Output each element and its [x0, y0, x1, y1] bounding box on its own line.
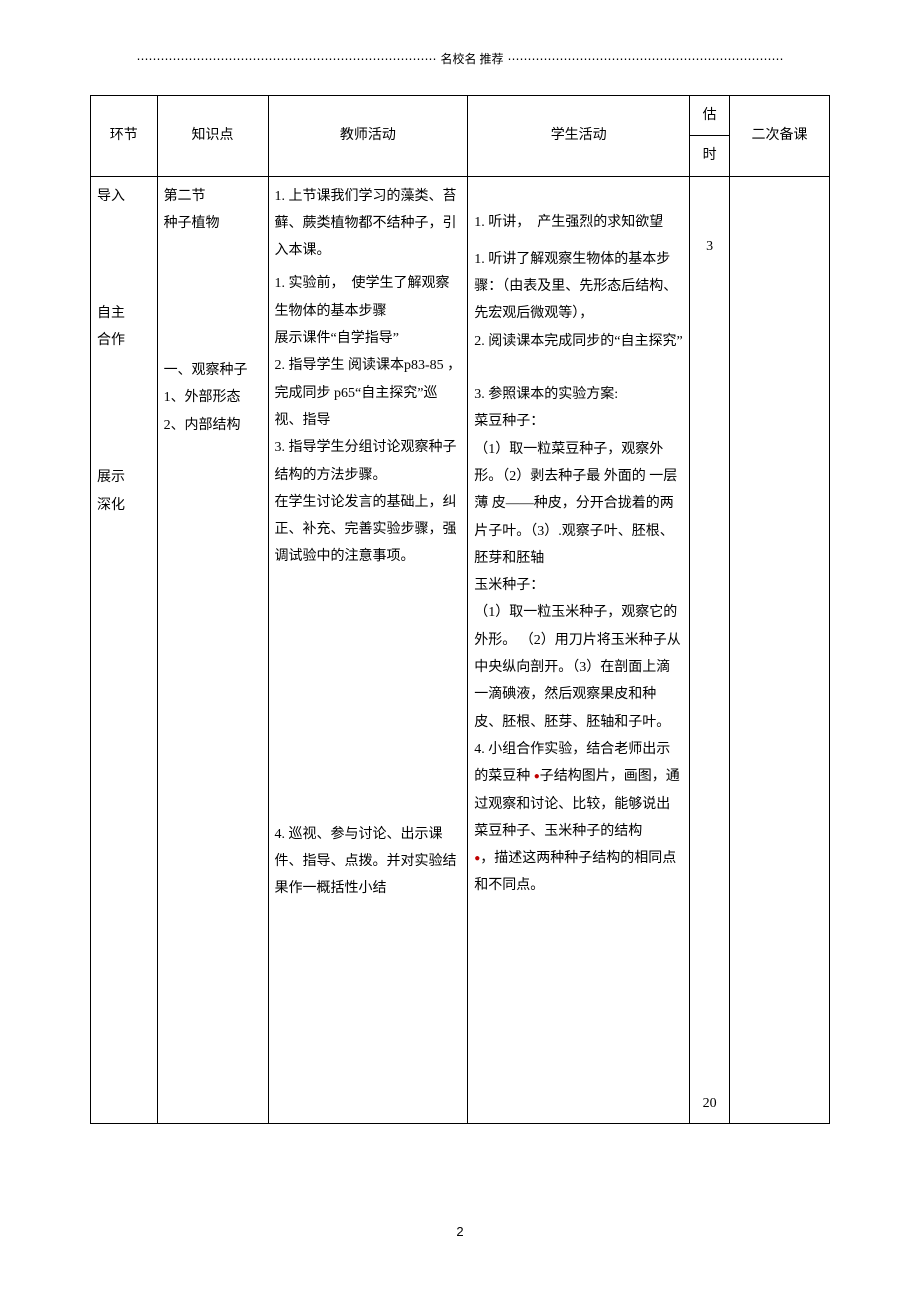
th-teacher: 教师活动 [268, 96, 468, 177]
spacer [164, 237, 262, 357]
page-container: ⋯⋯⋯⋯⋯⋯⋯⋯⋯⋯⋯⋯⋯⋯⋯⋯⋯⋯⋯⋯⋯⋯⋯⋯⋯名校名 推荐⋯⋯⋯⋯⋯⋯⋯⋯⋯… [0, 0, 920, 1279]
student-c4: （1）取一粒玉米种子，观察它的外形。 （2）用刀片将玉米种子从中央纵向剖开。（3… [474, 599, 683, 735]
cell-point: 第二节 种子植物 一、观察种子 1、外部形态 2、内部结构 [157, 176, 268, 1124]
point-internal: 2、内部结构 [164, 412, 262, 439]
spacer [474, 236, 683, 246]
spacer [275, 571, 462, 821]
teacher-d: 4. 巡视、参与讨论、出示课件、指导、点拨。并对实验结果作一概括性小结 [275, 821, 462, 903]
th-time-b: 时 [690, 136, 730, 176]
student-c0: 3. 参照课本的实验方案: [474, 381, 683, 408]
point-section: 第二节 [164, 183, 262, 210]
point-external: 1、外部形态 [164, 384, 262, 411]
student-d1-wrap: 4. 小组合作实验，结合老师出示的菜豆种 ●子结构图片，画图，通过观察和讨论、比… [474, 736, 683, 845]
table-body-row: 导入 自主 合作 展示 深化 第二节 种子植物 一、观察种子 1、外部形态 2、… [91, 176, 830, 1124]
teacher-b2: 展示课件“自学指导” [275, 325, 462, 352]
segment-show-2: 深化 [97, 492, 151, 519]
spacer [696, 183, 723, 233]
cell-note [730, 176, 830, 1124]
student-c3: 玉米种子： [474, 572, 683, 599]
teacher-c2: 在学生讨论发言的基础上，纠正、补充、完善实验步骤，强调试验中的注意事项。 [275, 489, 462, 571]
spacer [97, 354, 151, 464]
page-number: 2 [90, 1224, 830, 1239]
th-student: 学生活动 [468, 96, 690, 177]
student-a: 1. 听讲， 产生强烈的求知欲望 [474, 209, 683, 236]
student-d2b: ，描述这两种种子结构的相同点和不同点。 [474, 851, 676, 893]
student-b1: 1. 听讲了解观察生物体的基本步骤：（由表及里、先形态后结构、先宏观后微观等）， [474, 246, 683, 328]
student-d2-wrap: ●，描述这两种种子结构的相同点和不同点。 [474, 845, 683, 900]
student-c2: （1）取一粒菜豆种子，观察外形。（2）剥去种子最 外面的 一层薄 皮——种皮，分… [474, 436, 683, 572]
cell-time: 3 20 [690, 176, 730, 1124]
spacer [474, 183, 683, 209]
lesson-plan-table: 环节 知识点 教师活动 学生活动 估 二次备课 时 导入 自主 合作 展示 [90, 95, 830, 1124]
teacher-b3: 2. 指导学生 阅读课本p83-85 ，完成同步 p65“自主探究”巡视、指导 [275, 352, 462, 434]
teacher-c1: 3. 指导学生分组讨论观察种子结构的方法步骤。 [275, 434, 462, 489]
table-header-row: 环节 知识点 教师活动 学生活动 估 二次备课 [91, 96, 830, 136]
spacer [696, 260, 723, 1090]
teacher-intro: 1. 上节课我们学习的藻类、苔藓、蕨类植物都不结种子，引入本课。 [275, 183, 462, 265]
point-observe: 一、观察种子 [164, 357, 262, 384]
spacer [474, 355, 683, 381]
cell-segment: 导入 自主 合作 展示 深化 [91, 176, 158, 1124]
teacher-b1: 1. 实验前， 使学生了解观察生物体的基本步骤 [275, 270, 462, 325]
header-label: 名校名 推荐 [436, 52, 507, 66]
spacer [97, 210, 151, 300]
time-a: 3 [696, 233, 723, 260]
segment-show-1: 展示 [97, 464, 151, 491]
spacer [275, 903, 462, 1003]
segment-intro: 导入 [97, 183, 151, 210]
th-point: 知识点 [157, 96, 268, 177]
header-decoration: ⋯⋯⋯⋯⋯⋯⋯⋯⋯⋯⋯⋯⋯⋯⋯⋯⋯⋯⋯⋯⋯⋯⋯⋯⋯名校名 推荐⋯⋯⋯⋯⋯⋯⋯⋯⋯… [90, 50, 830, 67]
student-c1: 菜豆种子： [474, 408, 683, 435]
time-d: 20 [696, 1090, 723, 1117]
header-dots-left: ⋯⋯⋯⋯⋯⋯⋯⋯⋯⋯⋯⋯⋯⋯⋯⋯⋯⋯⋯⋯⋯⋯⋯⋯⋯ [136, 52, 436, 66]
segment-self-1: 自主 [97, 300, 151, 327]
th-segment: 环节 [91, 96, 158, 177]
header-dots-right: ⋯⋯⋯⋯⋯⋯⋯⋯⋯⋯⋯⋯⋯⋯⋯⋯⋯⋯⋯⋯⋯⋯⋯ [508, 52, 784, 66]
cell-student: 1. 听讲， 产生强烈的求知欲望 1. 听讲了解观察生物体的基本步骤：（由表及里… [468, 176, 690, 1124]
point-title: 种子植物 [164, 210, 262, 237]
cell-teacher: 1. 上节课我们学习的藻类、苔藓、蕨类植物都不结种子，引入本课。 1. 实验前，… [268, 176, 468, 1124]
th-note: 二次备课 [730, 96, 830, 177]
th-time-a: 估 [690, 96, 730, 136]
student-b2: 2. 阅读课本完成同步的“自主探究” [474, 328, 683, 355]
segment-self-2: 合作 [97, 327, 151, 354]
